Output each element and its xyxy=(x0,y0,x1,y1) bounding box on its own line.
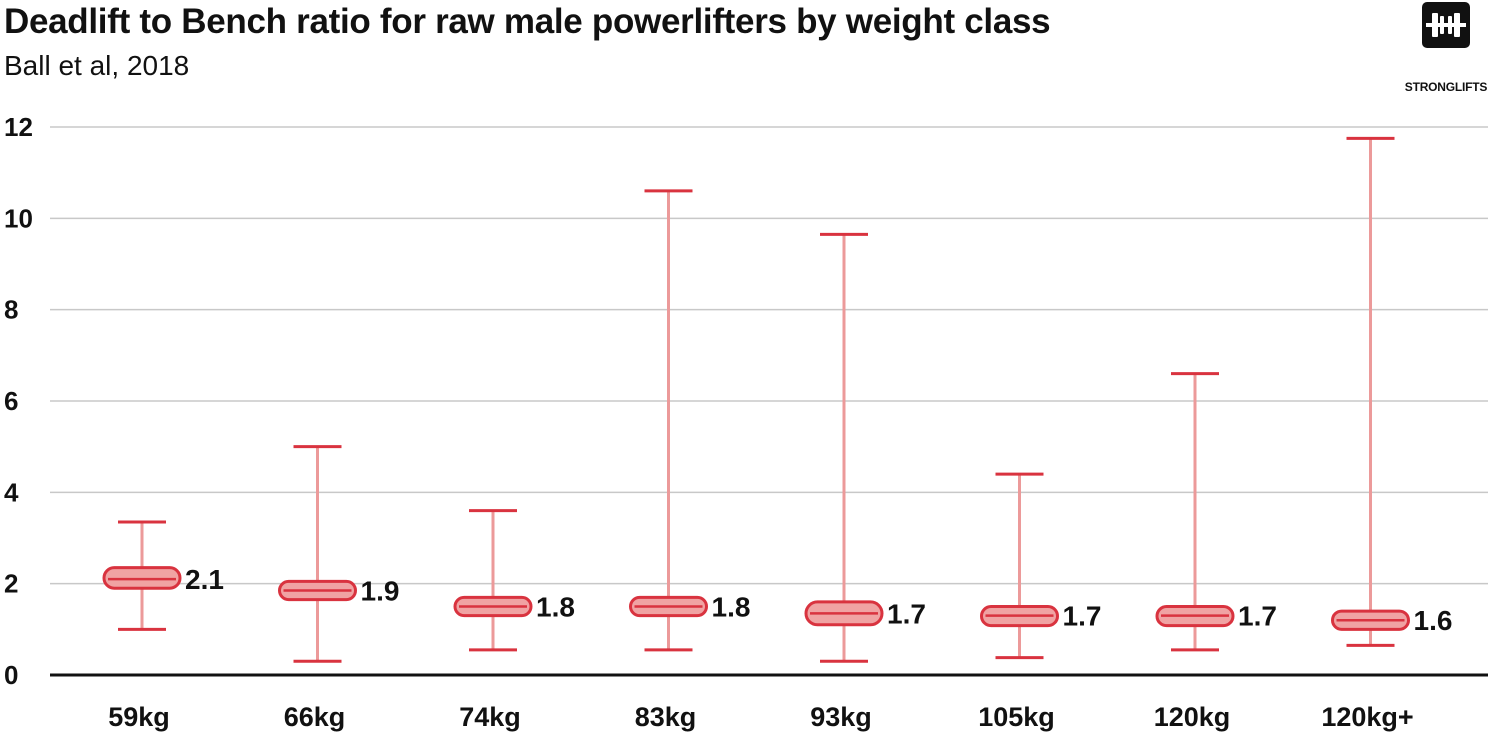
box-plot-74kg: 1.8 xyxy=(453,509,575,652)
box-plot-83kg: 1.8 xyxy=(629,189,751,652)
y-tick-label: 2 xyxy=(4,569,18,599)
median-data-label: 1.6 xyxy=(1414,605,1453,636)
x-category-label: 105kg xyxy=(978,702,1055,732)
gridlines xyxy=(50,126,1488,585)
y-tick-label: 12 xyxy=(4,112,33,142)
box-plot-105kg: 1.7 xyxy=(980,472,1102,660)
x-category-label: 83kg xyxy=(635,702,697,732)
box-plot-120kg: 1.7 xyxy=(1155,372,1277,652)
logo-text: STRONGLIFTS xyxy=(1404,80,1488,94)
median-data-label: 1.7 xyxy=(887,598,926,629)
x-axis-category-labels: 59kg 66kg 74kg 83kg 93kg 105kg 120kg 120kg+ xyxy=(108,702,1413,732)
median-data-label: 1.7 xyxy=(1063,601,1102,632)
y-axis-tick-labels: 0 2 4 6 8 10 12 xyxy=(4,112,33,690)
x-category-label: 120kg xyxy=(1154,702,1231,732)
box-plot-120kg-plus: 1.6 xyxy=(1331,136,1453,647)
box-plot-66kg: 1.9 xyxy=(278,445,400,663)
y-tick-label: 6 xyxy=(4,386,18,416)
x-category-label: 66kg xyxy=(284,702,346,732)
chart-subtitle: Ball et al, 2018 xyxy=(4,50,190,81)
y-tick-label: 0 xyxy=(4,660,18,690)
y-tick-label: 8 xyxy=(4,295,18,325)
box-plots: 2.1 1.9 1.8 1.8 1.7 1.7 1.7 1.6 xyxy=(102,136,1453,663)
box-plot-59kg: 2.1 xyxy=(102,520,224,631)
median-data-label: 2.1 xyxy=(185,564,224,595)
y-tick-label: 4 xyxy=(4,477,19,507)
x-category-label: 59kg xyxy=(108,702,170,732)
median-data-label: 1.7 xyxy=(1238,601,1277,632)
y-tick-label: 10 xyxy=(4,203,33,233)
median-data-label: 1.9 xyxy=(361,576,400,607)
median-data-label: 1.8 xyxy=(536,592,575,623)
x-category-label: 120kg+ xyxy=(1321,702,1413,732)
barbell-icon xyxy=(1422,2,1470,48)
x-category-label: 93kg xyxy=(810,702,872,732)
box-plot-93kg: 1.7 xyxy=(804,232,926,663)
median-data-label: 1.8 xyxy=(712,592,751,623)
x-category-label: 74kg xyxy=(459,702,521,732)
stronglifts-logo: STRONGLIFTS xyxy=(1404,2,1488,98)
chart-title: Deadlift to Bench ratio for raw male pow… xyxy=(4,2,1051,41)
